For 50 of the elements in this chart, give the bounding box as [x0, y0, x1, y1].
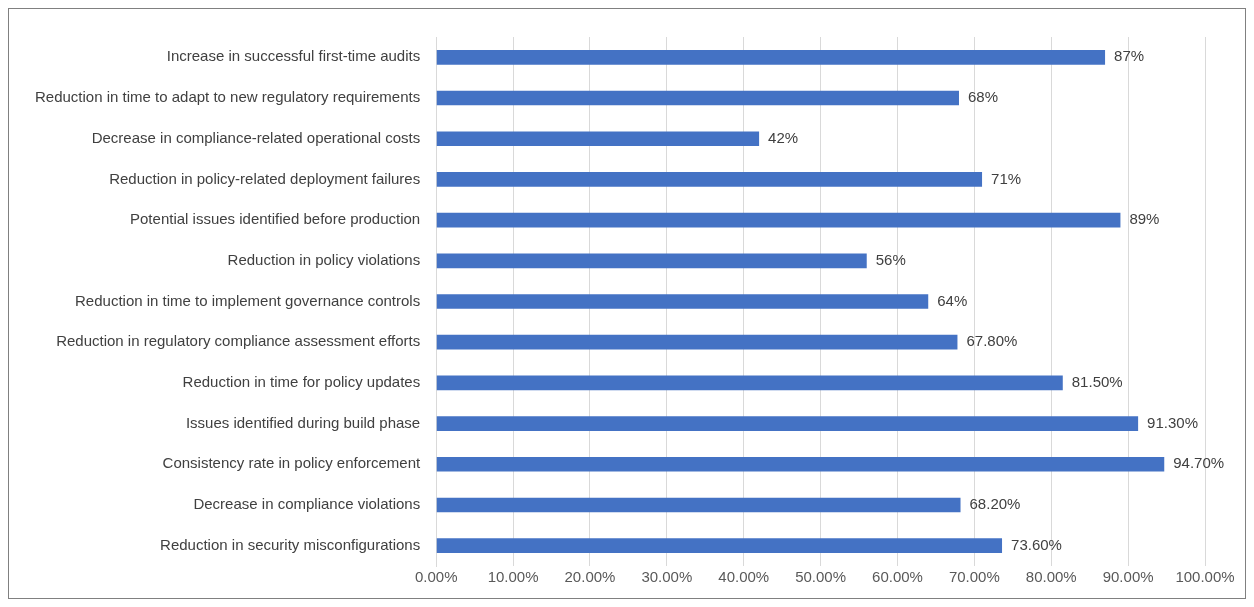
x-tick-label: 50.00%	[795, 568, 847, 586]
data-label: 68%	[967, 88, 999, 106]
bar	[436, 253, 867, 269]
data-label: 64%	[937, 291, 968, 309]
data-label: 91.30%	[1147, 413, 1198, 431]
y-tick-label: Consistency rate in policy enforcement	[162, 454, 422, 472]
y-tick-label: Decrease in compliance-related operational costs	[91, 128, 421, 146]
y-tick-label: Reduction in time for policy updates	[182, 373, 421, 391]
bar	[436, 294, 929, 309]
y-tick-label: Issues identified during build phase	[185, 413, 421, 431]
x-tick-label: 20.00%	[564, 568, 616, 586]
y-tick-label: Reduction in policy-related deployment failures	[109, 169, 421, 187]
bar	[436, 375, 1063, 391]
bar	[436, 416, 1139, 431]
y-tick-label: Reduction in policy violations	[227, 250, 421, 268]
data-label: 56%	[875, 250, 906, 268]
y-tick-label: Reduction in regulatory compliance assessment efforts	[56, 332, 421, 350]
bar	[436, 50, 1106, 65]
x-tick-label: 0.00%	[414, 568, 458, 586]
data-label: 87%	[1114, 47, 1145, 65]
data-label: 68.20%	[969, 495, 1021, 513]
bar	[436, 90, 959, 106]
y-tick-label: Increase in successful first-time audits	[166, 47, 421, 65]
data-label: 81.50%	[1071, 373, 1123, 391]
data-label: 67.80%	[966, 332, 1018, 350]
x-tick-label: 30.00%	[641, 568, 693, 586]
y-tick-label: Reduction in time to implement governance controls	[75, 291, 421, 309]
y-tick-label: Decrease in compliance violations	[193, 495, 421, 513]
x-tick-label: 60.00%	[872, 568, 923, 586]
bar	[436, 497, 961, 513]
x-tick-label: 90.00%	[1102, 568, 1154, 586]
data-label: 71%	[991, 169, 1022, 187]
bar	[436, 456, 1165, 472]
data-label: 73.60%	[1011, 535, 1062, 553]
bar	[436, 172, 983, 187]
x-tick-label: 10.00%	[487, 568, 539, 586]
x-tick-label: 80.00%	[1025, 568, 1077, 586]
data-label: 94.70%	[1173, 454, 1225, 472]
data-label: 89%	[1129, 210, 1160, 228]
data-label: 42%	[768, 128, 799, 146]
y-tick-label: Reduction in time to adapt to new regulatory requirements	[34, 88, 421, 106]
bar	[436, 538, 1003, 553]
x-tick-label: 100.00%	[1175, 568, 1235, 586]
y-tick-label: Potential issues identified before production	[130, 210, 421, 228]
bar	[436, 212, 1121, 228]
bar	[436, 131, 760, 147]
bar	[436, 334, 958, 350]
y-tick-label: Reduction in security misconfigurations	[160, 535, 421, 553]
x-tick-label: 40.00%	[718, 568, 770, 586]
x-tick-label: 70.00%	[948, 568, 1000, 586]
